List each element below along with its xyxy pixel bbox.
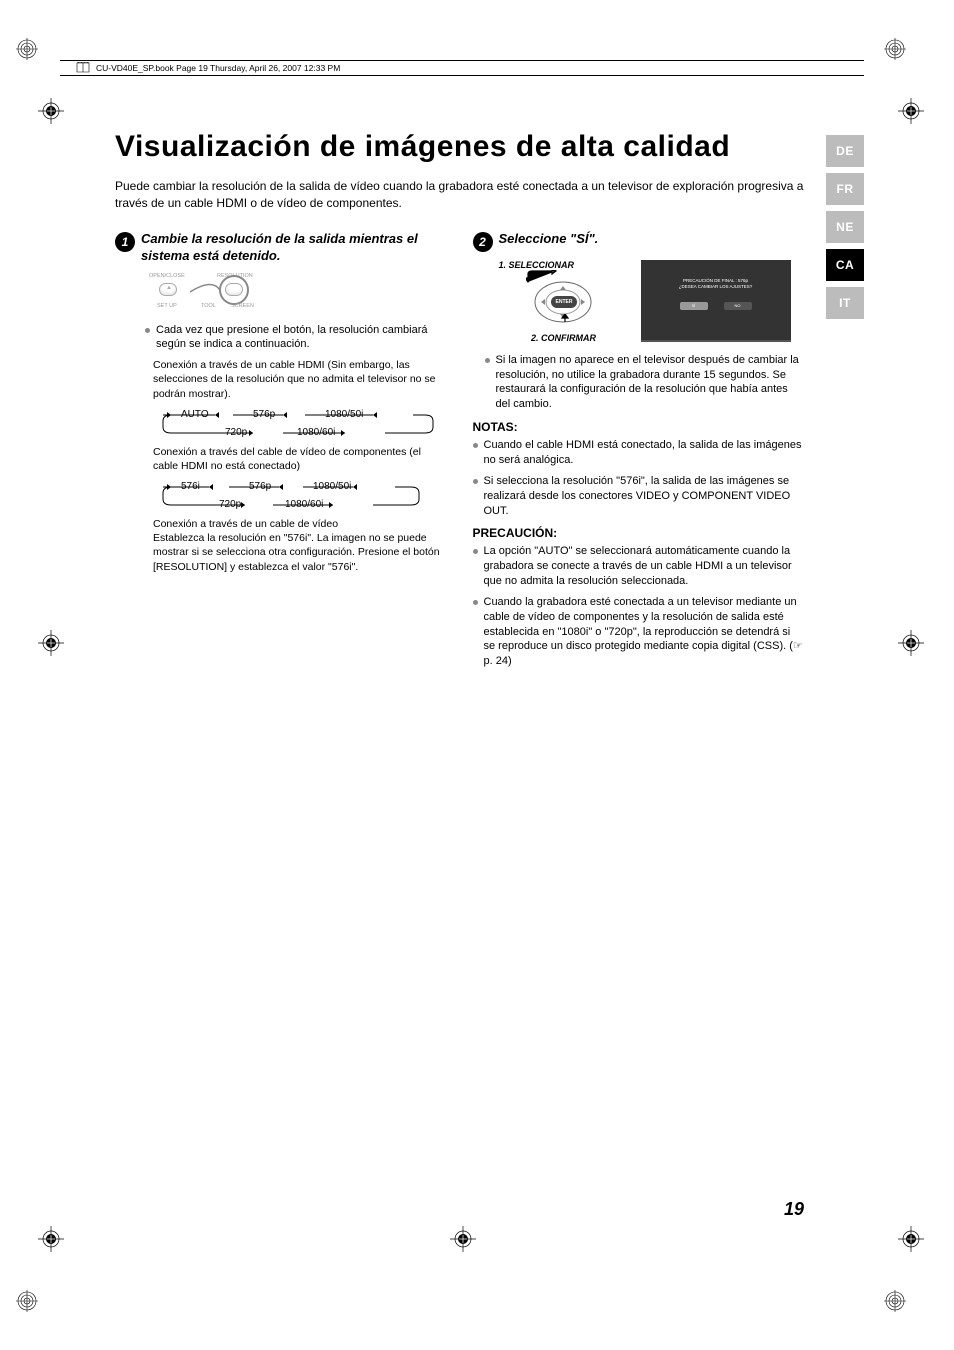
intro-text: Puede cambiar la resolución de la salida… bbox=[115, 178, 804, 213]
step-2-title: Seleccione "SÍ". bbox=[499, 231, 599, 248]
document-header: CU-VD40E_SP.book Page 19 Thursday, April… bbox=[60, 60, 864, 76]
registration-mark bbox=[450, 1226, 476, 1252]
tab-ca[interactable]: CA bbox=[826, 249, 864, 281]
tv-btn-no: NO bbox=[724, 302, 752, 310]
step-1-title: Cambie la resolución de la salida mientr… bbox=[141, 231, 447, 265]
callout-line bbox=[190, 278, 220, 298]
confirm-arrow-icon bbox=[551, 314, 581, 328]
select-arrows-icon bbox=[526, 270, 562, 284]
bullet-icon bbox=[473, 479, 478, 484]
page-number: 19 bbox=[784, 1199, 804, 1220]
flow-comp: 576i 576p 1080/50i 720p 1080/60i bbox=[153, 479, 438, 511]
bullet-icon bbox=[473, 443, 478, 448]
flow2-108060i: 1080/60i bbox=[285, 499, 323, 510]
highlight-circle bbox=[219, 275, 249, 305]
tv-btn-yes: SÍ bbox=[680, 302, 708, 310]
notas-item-1: Cuando el cable HDMI está conectado, la … bbox=[484, 438, 805, 468]
cropmark-circle bbox=[16, 38, 38, 60]
step2-bullet: Si la imagen no aparece en el televisor … bbox=[496, 353, 805, 412]
para-comp: Conexión a través del cable de vídeo de … bbox=[153, 445, 447, 473]
dpad-diagram: 1. SELECCIONAR ENTER bbox=[499, 260, 629, 343]
tv-screen: PRECAUCIÓN DE FINAL : 576p ¿DESEA CAMBIA… bbox=[641, 260, 791, 340]
registration-mark bbox=[38, 1226, 64, 1252]
bullet-icon bbox=[473, 600, 478, 605]
page-title: Visualización de imágenes de alta calida… bbox=[115, 130, 804, 164]
cropmark-circle bbox=[16, 1290, 38, 1312]
cropmark-circle bbox=[884, 1290, 906, 1312]
book-icon bbox=[76, 62, 90, 74]
tab-de[interactable]: DE bbox=[826, 135, 864, 167]
flow-108050i: 1080/50i bbox=[325, 409, 363, 420]
header-text: CU-VD40E_SP.book Page 19 Thursday, April… bbox=[96, 61, 340, 76]
tab-fr[interactable]: FR bbox=[826, 173, 864, 205]
flow2-720p: 720p bbox=[219, 499, 241, 510]
notas-heading: NOTAS: bbox=[473, 420, 805, 434]
registration-mark bbox=[898, 1226, 924, 1252]
column-right: 2 Seleccione "SÍ". 1. SELECCIONAR bbox=[473, 231, 805, 675]
flow2-576p: 576p bbox=[249, 481, 271, 492]
flow-hdmi: AUTO 576p 1080/50i 720p 1080/60i bbox=[153, 407, 438, 439]
step-number-2: 2 bbox=[473, 232, 493, 252]
label-openclose: OPEN/CLOSE bbox=[149, 273, 185, 279]
label-screen: SCREEN bbox=[231, 303, 254, 309]
dpad-label-confirm: 2. CONFIRMAR bbox=[499, 333, 629, 343]
step-number-1: 1 bbox=[115, 232, 135, 252]
cropmark-circle bbox=[884, 38, 906, 60]
flow-108060i: 1080/60i bbox=[297, 427, 335, 438]
remote-control-diagram: OPEN/CLOSE RESOLUTION ▲ SET UP TOOL SCRE… bbox=[145, 273, 265, 315]
tv-message: PRECAUCIÓN DE FINAL : 576p ¿DESEA CAMBIA… bbox=[659, 278, 773, 291]
eject-icon: ▲ bbox=[166, 285, 172, 291]
registration-mark bbox=[38, 630, 64, 656]
registration-mark bbox=[898, 630, 924, 656]
precaucion-item-2: Cuando la grabadora esté conectada a un … bbox=[484, 595, 805, 669]
dpad-label-select: 1. SELECCIONAR bbox=[499, 260, 629, 270]
step1-bullet: Cada vez que presione el botón, la resol… bbox=[156, 323, 447, 353]
remote-btn-open: ▲ bbox=[159, 283, 177, 296]
registration-mark bbox=[898, 98, 924, 124]
precaucion-heading: PRECAUCIÓN: bbox=[473, 526, 805, 540]
bullet-icon bbox=[145, 328, 150, 333]
para-video: Conexión a través de un cable de vídeo E… bbox=[153, 517, 447, 574]
para-hdmi: Conexión a través de un cable HDMI (Sin … bbox=[153, 358, 447, 401]
bullet-icon bbox=[485, 358, 490, 363]
flow2-108050i: 1080/50i bbox=[313, 481, 351, 492]
column-left: 1 Cambie la resolución de la salida mien… bbox=[115, 231, 447, 675]
flow-720p: 720p bbox=[225, 427, 247, 438]
page-body: Visualización de imágenes de alta calida… bbox=[115, 110, 804, 1220]
notas-item-2: Si selecciona la resolución "576i", la s… bbox=[484, 474, 805, 519]
language-tabs: DE FR NE CA IT bbox=[826, 135, 864, 319]
bullet-icon bbox=[473, 549, 478, 554]
flow-auto: AUTO bbox=[181, 409, 209, 420]
registration-mark bbox=[38, 98, 64, 124]
label-tool: TOOL bbox=[201, 303, 216, 309]
flow2-576i: 576i bbox=[181, 481, 200, 492]
tab-it[interactable]: IT bbox=[826, 287, 864, 319]
label-setup: SET UP bbox=[157, 303, 177, 309]
tab-ne[interactable]: NE bbox=[826, 211, 864, 243]
flow-576p: 576p bbox=[253, 409, 275, 420]
dpad-enter: ENTER bbox=[551, 296, 577, 308]
precaucion-item-1: La opción "AUTO" se seleccionará automát… bbox=[484, 544, 805, 589]
